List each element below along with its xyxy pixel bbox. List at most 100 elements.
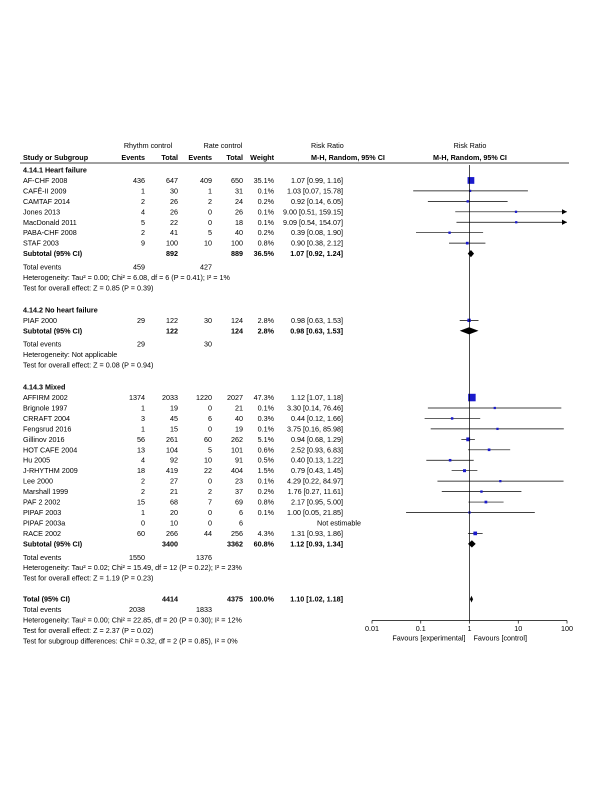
subtotal-label: Subtotal (95% CI)	[23, 326, 83, 335]
study-name: CAMTAF 2014	[23, 197, 70, 206]
study-marker	[487, 448, 491, 452]
study-total-2: 101	[231, 445, 243, 454]
study-weight: 0.1%	[258, 186, 275, 195]
total-events-1: 1550	[129, 553, 145, 562]
study-total-2: 40	[235, 228, 243, 237]
study-ci-text: 0.90 [0.38, 2.12]	[291, 239, 343, 248]
study-events-1: 1	[141, 403, 145, 412]
study-events-2: 60	[204, 435, 212, 444]
subgroup-label: 4.14.2 No heart failure	[23, 305, 98, 314]
study-name: Fengsrud 2016	[23, 424, 71, 433]
total-events-2: 30	[204, 340, 212, 349]
study-name: PAF 2 2002	[23, 498, 60, 507]
study-name: PABA-CHF 2008	[23, 228, 77, 237]
study-total-2: 26	[235, 207, 243, 216]
study-weight: 0.6%	[258, 445, 275, 454]
grand-heterogeneity-text: Heterogeneity: Tau² = 0.00; Chi² = 22.85…	[23, 616, 242, 625]
subtotal-total-1: 892	[166, 249, 178, 258]
study-ci-text: 9.09 [0.54, 154.07]	[283, 218, 343, 227]
study-marker	[493, 406, 496, 410]
study-marker	[448, 458, 452, 462]
header-total-2: Total	[226, 153, 243, 162]
study-total-2: 650	[231, 176, 243, 185]
grand-total-events-2: 1833	[196, 605, 212, 614]
study-total-1: 68	[170, 498, 178, 507]
subtotal-total-2: 889	[231, 249, 243, 258]
subgroup-differences-text: Test for subgroup differences: Chi² = 0.…	[23, 636, 238, 645]
study-ci-text: 2.17 [0.95, 5.00]	[291, 498, 343, 507]
study-ci-text: 1.00 [0.05, 21.85]	[287, 508, 343, 517]
study-name: Brignole 1997	[23, 403, 67, 412]
study-weight: 0.1%	[258, 424, 275, 433]
study-name: PIAF 2000	[23, 316, 57, 325]
subtotal-label: Subtotal (95% CI)	[23, 249, 83, 258]
subtotal-weight: 36.5%	[254, 249, 275, 258]
study-total-1: 647	[166, 176, 178, 185]
study-ci-text: 0.44 [0.12, 1.66]	[291, 414, 343, 423]
favours-experimental-label: Favours [experimental]	[392, 634, 465, 643]
study-total-2: 6	[239, 508, 243, 517]
study-events-1: 2	[141, 477, 145, 486]
study-marker	[466, 437, 471, 442]
subtotal-total-2: 3362	[227, 539, 243, 548]
study-total-2: 256	[231, 529, 243, 538]
study-ci-arrow	[562, 219, 567, 225]
x-tick-label: 1	[468, 624, 472, 633]
study-total-1: 30	[170, 186, 178, 195]
study-events-2: 0	[208, 518, 212, 527]
x-tick-label: 10	[514, 624, 522, 633]
study-events-1: 56	[137, 435, 145, 444]
study-marker	[514, 210, 518, 213]
study-marker	[515, 221, 518, 224]
study-name: CAFÉ-II 2009	[23, 186, 67, 195]
study-marker	[496, 427, 499, 431]
study-ci-text: Not estimable	[317, 518, 361, 527]
study-events-1: 2	[141, 228, 145, 237]
study-weight: 47.3%	[254, 393, 275, 402]
study-name: AFFIRM 2002	[23, 393, 68, 402]
study-total-1: 266	[166, 529, 178, 538]
study-ci-text: 0.40 [0.13, 1.22]	[291, 456, 343, 465]
study-total-2: 262	[231, 435, 243, 444]
study-name: HOT CAFE 2004	[23, 445, 77, 454]
study-total-1: 22	[170, 218, 178, 227]
subtotal-diamond	[467, 250, 475, 258]
study-name: CRRAFT 2004	[23, 414, 70, 423]
study-total-2: 69	[235, 498, 243, 507]
study-total-1: 19	[170, 403, 178, 412]
study-events-1: 4	[141, 207, 145, 216]
study-total-2: 19	[235, 424, 243, 433]
study-total-1: 10	[170, 518, 178, 527]
study-weight: 0.5%	[258, 456, 275, 465]
subtotal-ci-text: 1.07 [0.92, 1.24]	[290, 249, 343, 258]
study-events-2: 10	[204, 456, 212, 465]
study-name: J-RHYTHM 2009	[23, 466, 78, 475]
study-events-1: 5	[141, 218, 145, 227]
study-events-1: 18	[137, 466, 145, 475]
study-marker	[468, 393, 476, 402]
study-weight: 0.2%	[258, 487, 275, 496]
study-events-2: 30	[204, 316, 212, 325]
study-events-2: 44	[204, 529, 212, 538]
study-weight: 5.1%	[258, 435, 275, 444]
study-total-1: 26	[170, 197, 178, 206]
study-events-1: 2	[141, 197, 145, 206]
header-risk-ratio: Risk Ratio	[311, 141, 344, 150]
study-total-1: 2033	[162, 393, 178, 402]
subtotal-weight: 2.8%	[258, 326, 275, 335]
study-marker	[466, 200, 469, 203]
study-ci-arrow	[562, 209, 567, 215]
study-ci-text: 0.92 [0.14, 6.05]	[291, 197, 343, 206]
study-ci-text: 2.52 [0.93, 6.83]	[291, 445, 343, 454]
study-marker	[465, 241, 469, 245]
study-total-2: 91	[235, 456, 243, 465]
study-events-2: 0	[208, 424, 212, 433]
study-events-1: 1	[141, 186, 145, 195]
study-total-2: 31	[235, 186, 243, 195]
total-total-1: 4414	[162, 595, 178, 604]
study-ci-text: 1.12 [1.07, 1.18]	[291, 393, 343, 402]
study-total-1: 419	[166, 466, 178, 475]
heterogeneity-text: Heterogeneity: Tau² = 0.00; Chi² = 6.08,…	[23, 273, 231, 282]
study-total-1: 26	[170, 207, 178, 216]
study-total-2: 18	[235, 218, 243, 227]
